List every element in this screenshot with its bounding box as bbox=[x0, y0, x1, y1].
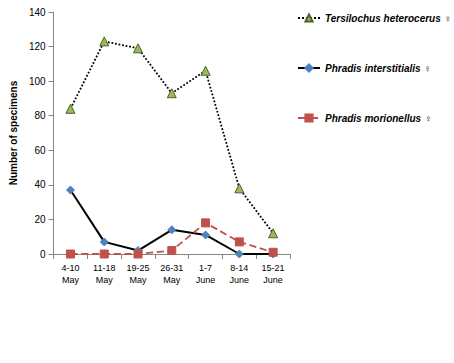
svg-text:June: June bbox=[230, 275, 250, 285]
svg-text:June: June bbox=[196, 275, 216, 285]
svg-text:May: May bbox=[96, 275, 114, 285]
svg-text:120: 120 bbox=[29, 41, 46, 52]
svg-text:May: May bbox=[62, 275, 80, 285]
svg-text:15-21: 15-21 bbox=[262, 263, 285, 273]
svg-text:19-25: 19-25 bbox=[127, 263, 150, 273]
svg-text:26-31: 26-31 bbox=[160, 263, 183, 273]
svg-text:140: 140 bbox=[29, 7, 46, 18]
svg-text:June: June bbox=[263, 275, 283, 285]
svg-text:4-10: 4-10 bbox=[61, 263, 79, 273]
svg-text:Phradis morionellus ♀: Phradis morionellus ♀ bbox=[325, 113, 431, 124]
svg-text:20: 20 bbox=[34, 214, 46, 225]
svg-text:0: 0 bbox=[40, 249, 46, 260]
svg-text:8-14: 8-14 bbox=[230, 263, 248, 273]
svg-text:May: May bbox=[130, 275, 148, 285]
svg-text:Number of specimens: Number of specimens bbox=[8, 80, 19, 185]
svg-text:1-7: 1-7 bbox=[199, 263, 212, 273]
svg-text:May: May bbox=[163, 275, 181, 285]
svg-text:Phradis interstitialis ♀: Phradis interstitialis ♀ bbox=[325, 63, 431, 74]
svg-text:80: 80 bbox=[34, 110, 46, 121]
svg-text:100: 100 bbox=[29, 76, 46, 87]
svg-text:40: 40 bbox=[34, 179, 46, 190]
svg-text:60: 60 bbox=[34, 145, 46, 156]
svg-text:11-18: 11-18 bbox=[93, 263, 115, 273]
svg-text:Tersilochus heterocerus ♀: Tersilochus heterocerus ♀ bbox=[325, 13, 451, 24]
